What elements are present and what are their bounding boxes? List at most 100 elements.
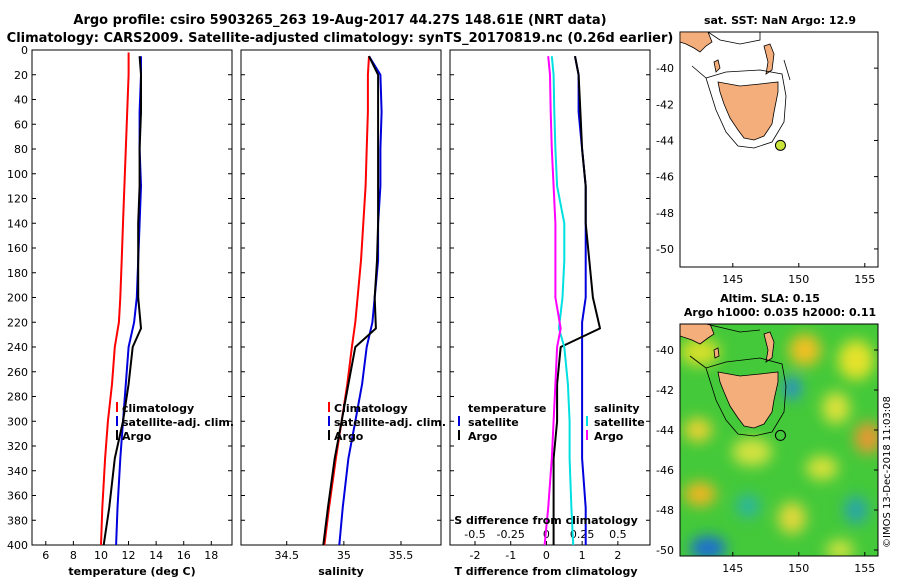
sst-map: sat. SST: NaN Argo: 12.9 145 150 155 -40 -42… [656,14,879,286]
lat-tick-label: -50 [656,243,674,256]
sla-map: Altim. SLA: 0.15 Argo h1000: 0.035 h2000… [656,292,879,575]
s-tick-label: 0.25 [570,528,595,541]
depth-tick-label: 180 [7,267,28,280]
series-line-argo [102,56,142,546]
legend-label-t-argo: Argo [468,430,498,443]
sla-map-title-line2: Argo h1000: 0.035 h2000: 0.11 [684,306,876,319]
x-tick-label: 2 [614,549,621,562]
argo-location-marker [774,139,786,151]
x-tick-label: -1 [505,549,516,562]
lon-tick-label: 150 [788,562,809,575]
depth-tick-label: 40 [14,94,28,107]
x-tick-label: 18 [204,549,218,562]
depth-tick-label: 80 [14,143,28,156]
lat-tick-label: -50 [656,544,674,557]
s-tick-label: -0.25 [496,528,524,541]
legend-label-argo: Argo [122,430,152,443]
series-line-climatology [100,52,130,546]
legend-label-s-argo: Argo [594,430,624,443]
depth-tick-label: 240 [7,341,28,354]
depth-tick-label: 260 [7,366,28,379]
s-difference-label: S difference from climatology [454,514,638,527]
bathymetry-contour [689,324,761,369]
depth-tick-label: 160 [7,242,28,255]
depth-tick-label: 320 [7,440,28,453]
lat-tick-label: -42 [656,98,674,111]
tasmania-land [717,371,779,429]
lon-tick-label: 155 [854,562,875,575]
sla-map-axes: 145 150 155 -40 -42 -44 -46 -48 -50 [656,344,878,575]
temperature-legend: climatology satellite-adj. clim. Argo [116,402,234,443]
tasmania-land [717,81,779,141]
temperature-series [100,52,142,546]
x-tick-label: 0 [543,549,550,562]
series-line-argo [322,55,380,546]
figure-title-line1: Argo profile: csiro 5903265_263 19-Aug-2… [73,13,606,28]
lat-tick-label: -48 [656,207,674,220]
s-tick-label: 0.5 [609,528,627,541]
argo-location-marker [774,429,786,441]
x-tick-label: 16 [177,549,191,562]
x-tick-label: 1 [579,549,586,562]
salinity-legend: Climatology satellite-adj. clim. Argo [328,402,446,443]
lon-tick-label: 145 [722,273,743,286]
x-tick-label: 8 [70,549,77,562]
figure-title-line2: Climatology: CARS2009. Satellite-adjuste… [7,31,674,46]
salinity-series [322,55,383,546]
legend-label-argo: Argo [334,430,364,443]
x-tick-label: 34.5 [274,549,299,562]
x-tick-label: 10 [94,549,108,562]
temperature-panel: 0204060801001201401601802002202402602803… [7,44,650,578]
lon-tick-label: 150 [788,273,809,286]
depth-tick-label: 20 [14,69,28,82]
x-tick-label: -2 [470,549,481,562]
depth-tick-label: 220 [7,316,28,329]
flinders-island [763,43,775,75]
king-island [713,59,721,73]
series-line-temperature-argo [552,56,601,545]
difference-legend-temperature: temperature satellite Argo [458,402,546,443]
legend-label-satellite: satellite-adj. clim. [334,416,446,429]
x-tick-label: 35.5 [389,549,414,562]
mainland-victoria [680,32,713,53]
mainland-victoria [680,324,715,345]
temperature-x-axis: 6 8 10 12 14 16 18 [42,541,218,562]
tasmania-shelf-contour [705,69,787,149]
flinders-island [763,331,775,363]
difference-series [543,56,601,546]
salinity-x-axis: 34.5 35 35.5 [274,541,413,562]
bathymetry-contour [691,59,791,81]
depth-tick-label: 280 [7,391,28,404]
depth-tick-label: 0 [21,44,28,57]
x-tick-label: 35 [337,549,351,562]
salinity-panel: 34.5 35 35.5 Climatology satellite-adj. cl… [240,49,446,578]
continental-shelf-contour [707,32,761,45]
t-difference-label: T difference from climatology [454,565,637,578]
temperature-axes-frame [31,49,233,546]
x-tick-label: 6 [42,549,49,562]
sla-field [680,324,878,556]
king-island [713,347,720,359]
sst-map-title: sat. SST: NaN Argo: 12.9 [704,14,856,27]
depth-tick-label: 300 [7,415,28,428]
depth-tick-label: 140 [7,217,28,230]
lat-tick-label: -40 [656,62,674,75]
lon-tick-label: 155 [854,273,875,286]
lon-tick-label: 145 [722,562,743,575]
tasmania-shelf-contour [705,357,787,437]
legend-label-climatology: Climatology [334,402,408,415]
depth-tick-label: 360 [7,490,28,503]
series-line-salinity-argo [543,56,562,546]
t-difference-x-axis: -2 -1 0 1 2 [470,541,621,562]
salinity-x-label: salinity [318,565,364,578]
lat-tick-label: -48 [656,504,674,517]
lat-tick-label: -46 [656,464,674,477]
lat-tick-label: -46 [656,171,674,184]
sst-map-axes: 145 150 155 -40 -42 -44 -46 -48 -50 [656,62,878,286]
lat-tick-label: -44 [656,134,674,147]
x-tick-label: 14 [149,549,163,562]
sla-map-frame [679,323,879,557]
imos-watermark: ©IMOS 13-Dec-2018 11:03:08 [882,396,893,548]
legend-label-climatology: climatology [122,402,194,415]
